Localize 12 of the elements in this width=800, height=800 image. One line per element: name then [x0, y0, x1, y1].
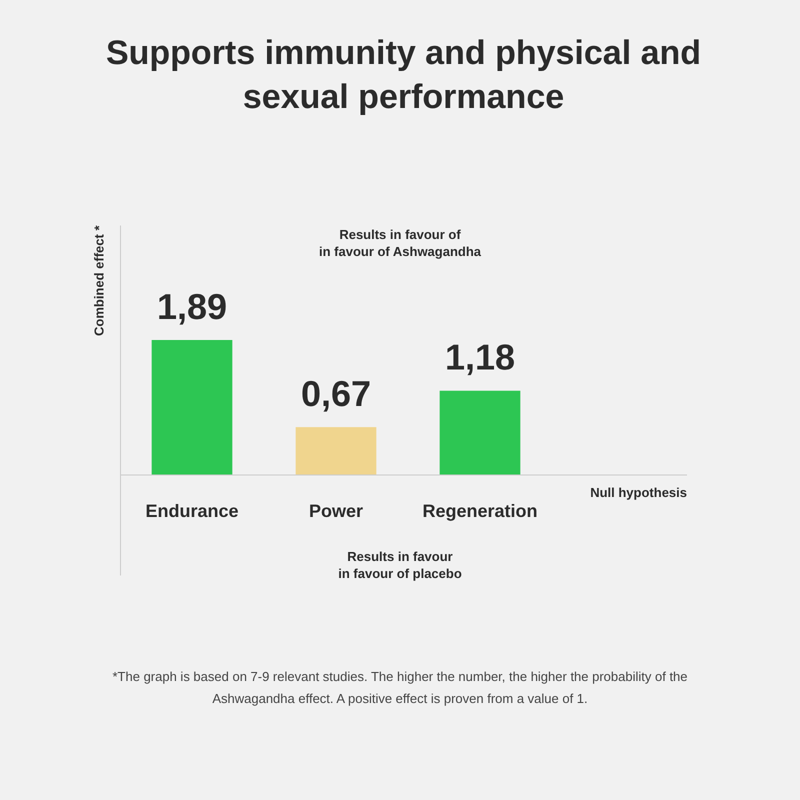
data-label: 1,18: [444, 336, 516, 378]
x-tick-label: Endurance: [145, 501, 239, 521]
y-axis-title: Combined effect *: [92, 224, 106, 336]
x-tick-label: Power: [308, 501, 364, 521]
annotation: Results in favour in favour of placebo: [338, 549, 462, 581]
x-tick-label: Regeneration: [422, 501, 538, 521]
annotation: Results in favour of in favour of Ashwagandha: [318, 227, 482, 259]
chart-title: Supports immunity and physical and sexual performance: [106, 34, 702, 116]
data-label: 1,89: [156, 286, 228, 327]
text: *The graph is based on 7-9 relevant studies. The higher the number, the higher the probability of the Ashwagandha effect. A positive effect is proven from a value of 1.: [112, 669, 688, 706]
text: Null hypothesis: [590, 485, 687, 500]
data-label: 0,67: [300, 373, 372, 414]
